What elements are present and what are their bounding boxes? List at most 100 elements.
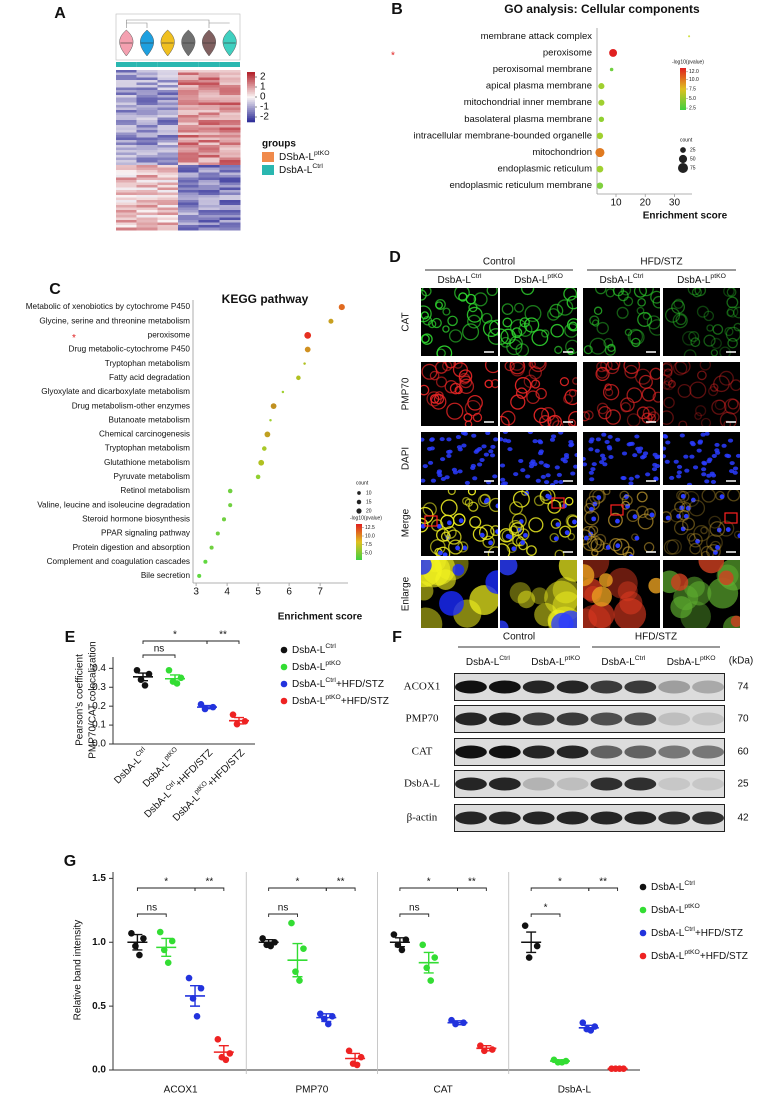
y-tick-label: 1.5	[92, 873, 106, 884]
blot-band	[590, 777, 623, 791]
heatmap-cell	[157, 207, 179, 211]
heatmap-cell	[219, 132, 241, 136]
glyph-box	[115, 13, 241, 61]
roi-box	[610, 504, 624, 516]
blot-label: PMP70	[405, 713, 439, 725]
blot-kda: 60	[737, 747, 749, 758]
cell-signal	[528, 366, 542, 380]
nucleus	[653, 476, 659, 481]
heatmap-cell	[219, 212, 241, 216]
nucleus	[680, 493, 686, 499]
colorbar-slice	[247, 88, 255, 91]
cell-signal	[592, 490, 606, 503]
column-label-part: ptKO	[547, 273, 563, 280]
blot-band	[692, 712, 724, 726]
enlarged-signal	[421, 581, 434, 601]
significance-label: *	[427, 877, 431, 888]
nucleus	[535, 478, 541, 483]
heatmap-cell	[157, 97, 179, 101]
heatmap-cell	[178, 80, 199, 83]
heatmap-cell	[157, 195, 179, 198]
heatmap-cell	[198, 175, 220, 178]
heatmap-cell	[157, 105, 179, 108]
cell-signal	[626, 509, 640, 523]
heatmap-cell	[116, 97, 137, 101]
cell-signal	[442, 307, 451, 316]
enlarged-signal	[583, 604, 612, 628]
heatmap-cell	[198, 145, 220, 148]
nucleus	[455, 435, 462, 440]
cell-signal	[710, 349, 719, 356]
heatmap-cell	[136, 185, 158, 188]
cell-signal	[509, 319, 528, 337]
heatmap-cell	[219, 175, 241, 178]
cell-signal	[459, 375, 473, 389]
nucleus	[589, 437, 595, 442]
nucleus	[520, 540, 526, 545]
blot-band	[455, 680, 487, 694]
heatmap-cell	[116, 92, 137, 96]
cell-signal	[445, 362, 456, 369]
y-tick-label: 1.0	[92, 937, 106, 948]
heatmap-cell	[157, 147, 179, 151]
nucleus	[430, 478, 437, 483]
cell-signal	[421, 334, 430, 344]
heatmap-cell	[136, 115, 158, 118]
nucleus	[446, 437, 452, 442]
heatmap-cell	[178, 117, 199, 121]
heatmap-cell	[219, 155, 241, 158]
heatmap-cell	[157, 192, 179, 196]
nucleus	[714, 448, 720, 453]
cell-signal	[521, 288, 535, 296]
blot-band	[455, 777, 487, 791]
nucleus	[502, 432, 509, 435]
heatmap-cell	[178, 160, 199, 163]
cell-signal	[595, 366, 610, 382]
heatmap-cell	[198, 155, 220, 158]
error-bar	[526, 931, 537, 954]
heatmap-cell	[219, 182, 241, 186]
data-point	[489, 1046, 496, 1053]
row-label: Merge	[401, 508, 412, 537]
nucleus	[537, 440, 544, 445]
cell-signal	[515, 536, 526, 547]
heatmap-cell	[219, 180, 241, 183]
category-label: Drug metabolism-other enzymes	[72, 401, 190, 410]
blot-band	[556, 680, 589, 694]
y-tick-label: 0.2	[92, 701, 106, 712]
cell-signal	[447, 490, 456, 496]
colorbar-slice	[247, 112, 255, 115]
nucleus	[665, 440, 671, 445]
cell-signal	[596, 362, 608, 373]
heatmap-cell	[198, 147, 220, 151]
category-label: Complement and coagulation cascades	[47, 557, 190, 566]
cell-signal	[589, 337, 607, 355]
nucleus	[544, 480, 550, 485]
cell-signal	[663, 380, 671, 390]
heatmap-cell	[198, 195, 220, 198]
legend-label-part: DsbA-L	[651, 928, 685, 939]
cell-signal	[626, 387, 643, 404]
bubble	[598, 116, 605, 122]
heatmap-cell	[116, 200, 137, 203]
nucleus	[596, 495, 602, 500]
x-tick-label-part: ptKO	[163, 746, 179, 762]
heatmap-cell	[219, 170, 241, 173]
cell-signal	[465, 293, 477, 305]
cell-signal	[649, 367, 660, 380]
heatmap-cell	[157, 75, 179, 78]
heatmap-cell	[157, 215, 179, 218]
cell-signal	[541, 329, 550, 338]
y-tick-label: 0.1	[92, 720, 106, 731]
legend-label-part: Ctrl	[325, 643, 336, 650]
legend-title: -log10(pvalue)	[350, 515, 382, 521]
nucleus	[479, 532, 485, 538]
heatmap-cell	[178, 207, 199, 211]
condition-label: Control	[503, 632, 535, 643]
cell-signal	[663, 410, 674, 425]
heatmap-cell	[219, 177, 241, 181]
enlarged-signal	[452, 563, 465, 576]
legend-label-part: Ctrl	[684, 926, 695, 933]
heatmap-cell	[219, 192, 241, 196]
cell-signal	[454, 386, 463, 395]
